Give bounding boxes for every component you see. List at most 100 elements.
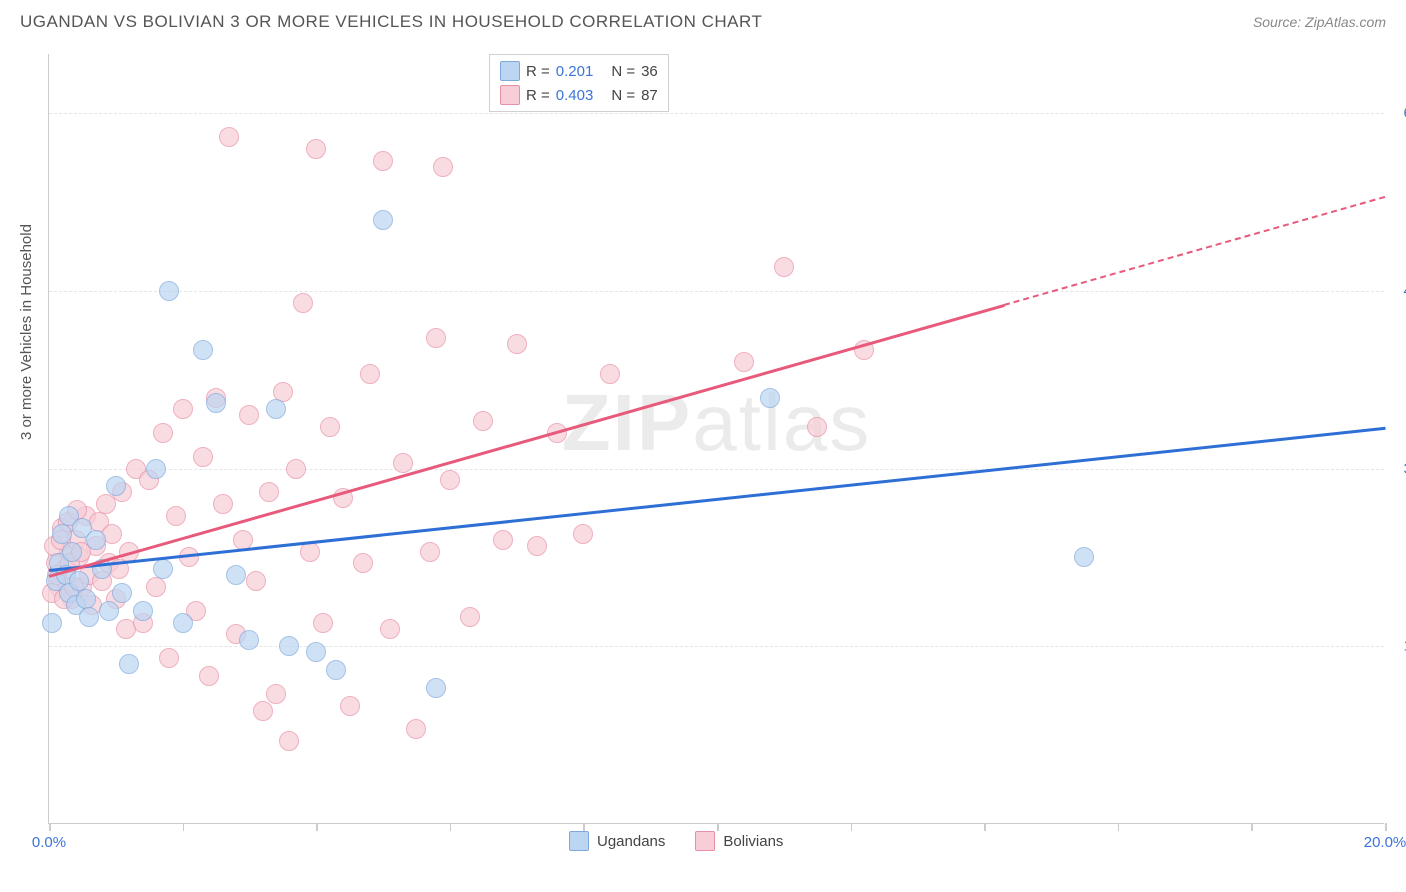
data-point bbox=[373, 210, 393, 230]
data-point bbox=[173, 613, 193, 633]
data-point bbox=[393, 453, 413, 473]
chart-source: Source: ZipAtlas.com bbox=[1253, 14, 1386, 30]
data-point bbox=[206, 393, 226, 413]
data-point bbox=[239, 630, 259, 650]
data-point bbox=[360, 364, 380, 384]
data-point bbox=[326, 660, 346, 680]
data-point bbox=[99, 601, 119, 621]
data-point bbox=[353, 553, 373, 573]
data-point bbox=[440, 470, 460, 490]
data-point bbox=[473, 411, 493, 431]
data-point bbox=[807, 417, 827, 437]
chart-title: UGANDAN VS BOLIVIAN 3 OR MORE VEHICLES I… bbox=[20, 12, 762, 32]
gridline bbox=[49, 469, 1384, 470]
data-point bbox=[426, 678, 446, 698]
trend-line bbox=[49, 427, 1385, 572]
data-point bbox=[253, 701, 273, 721]
data-point bbox=[199, 666, 219, 686]
data-point bbox=[373, 151, 393, 171]
trend-line bbox=[1004, 196, 1385, 306]
data-point bbox=[239, 405, 259, 425]
data-point bbox=[420, 542, 440, 562]
x-tick bbox=[49, 823, 51, 831]
x-tick bbox=[1118, 823, 1120, 831]
data-point bbox=[286, 459, 306, 479]
data-point bbox=[426, 328, 446, 348]
data-point bbox=[279, 636, 299, 656]
trend-line bbox=[49, 304, 1005, 577]
data-point bbox=[734, 352, 754, 372]
data-point bbox=[306, 642, 326, 662]
legend-swatch bbox=[500, 61, 520, 81]
data-point bbox=[493, 530, 513, 550]
data-point bbox=[320, 417, 340, 437]
data-point bbox=[226, 565, 246, 585]
data-point bbox=[213, 494, 233, 514]
legend-stats: R = 0.201N = 36R = 0.403N = 87 bbox=[489, 54, 669, 112]
data-point bbox=[42, 613, 62, 633]
data-point bbox=[159, 648, 179, 668]
legend-series: Ugandans Bolivians bbox=[569, 831, 783, 851]
legend-row: R = 0.403N = 87 bbox=[500, 83, 658, 107]
data-point bbox=[406, 719, 426, 739]
data-point bbox=[306, 139, 326, 159]
data-point bbox=[153, 559, 173, 579]
data-point bbox=[293, 293, 313, 313]
data-point bbox=[246, 571, 266, 591]
data-point bbox=[159, 281, 179, 301]
data-point bbox=[507, 334, 527, 354]
data-point bbox=[153, 423, 173, 443]
x-tick bbox=[450, 823, 452, 831]
x-tick bbox=[851, 823, 853, 831]
data-point bbox=[146, 577, 166, 597]
data-point bbox=[219, 127, 239, 147]
data-point bbox=[460, 607, 480, 627]
data-point bbox=[380, 619, 400, 639]
x-tick bbox=[1251, 823, 1253, 831]
x-tick bbox=[984, 823, 986, 831]
x-tick bbox=[183, 823, 185, 831]
data-point bbox=[266, 399, 286, 419]
y-axis-label: 3 or more Vehicles in Household bbox=[18, 224, 35, 440]
chart-header: UGANDAN VS BOLIVIAN 3 OR MORE VEHICLES I… bbox=[0, 0, 1406, 40]
data-point bbox=[106, 476, 126, 496]
legend-swatch bbox=[569, 831, 589, 851]
data-point bbox=[313, 613, 333, 633]
gridline bbox=[49, 113, 1384, 114]
data-point bbox=[573, 524, 593, 544]
data-point bbox=[266, 684, 286, 704]
data-point bbox=[79, 607, 99, 627]
data-point bbox=[600, 364, 620, 384]
data-point bbox=[760, 388, 780, 408]
data-point bbox=[193, 447, 213, 467]
data-point bbox=[173, 399, 193, 419]
data-point bbox=[279, 731, 299, 751]
scatter-chart: ZIPatlas 15.0%30.0%45.0%60.0%0.0%20.0%R … bbox=[48, 54, 1384, 824]
legend-item: Ugandans bbox=[569, 831, 665, 851]
data-point bbox=[433, 157, 453, 177]
x-tick bbox=[717, 823, 719, 831]
data-point bbox=[527, 536, 547, 556]
data-point bbox=[259, 482, 279, 502]
legend-swatch bbox=[500, 85, 520, 105]
data-point bbox=[166, 506, 186, 526]
data-point bbox=[146, 459, 166, 479]
data-point bbox=[133, 601, 153, 621]
data-point bbox=[193, 340, 213, 360]
x-tick bbox=[1385, 823, 1387, 831]
data-point bbox=[119, 654, 139, 674]
x-tick-label: 0.0% bbox=[32, 834, 66, 851]
data-point bbox=[1074, 547, 1094, 567]
x-tick bbox=[316, 823, 318, 831]
legend-row: R = 0.201N = 36 bbox=[500, 59, 658, 83]
data-point bbox=[86, 530, 106, 550]
legend-swatch bbox=[695, 831, 715, 851]
legend-item: Bolivians bbox=[695, 831, 783, 851]
data-point bbox=[112, 583, 132, 603]
x-tick bbox=[583, 823, 585, 831]
x-tick-label: 20.0% bbox=[1364, 834, 1406, 851]
data-point bbox=[62, 542, 82, 562]
data-point bbox=[179, 547, 199, 567]
data-point bbox=[340, 696, 360, 716]
data-point bbox=[774, 257, 794, 277]
